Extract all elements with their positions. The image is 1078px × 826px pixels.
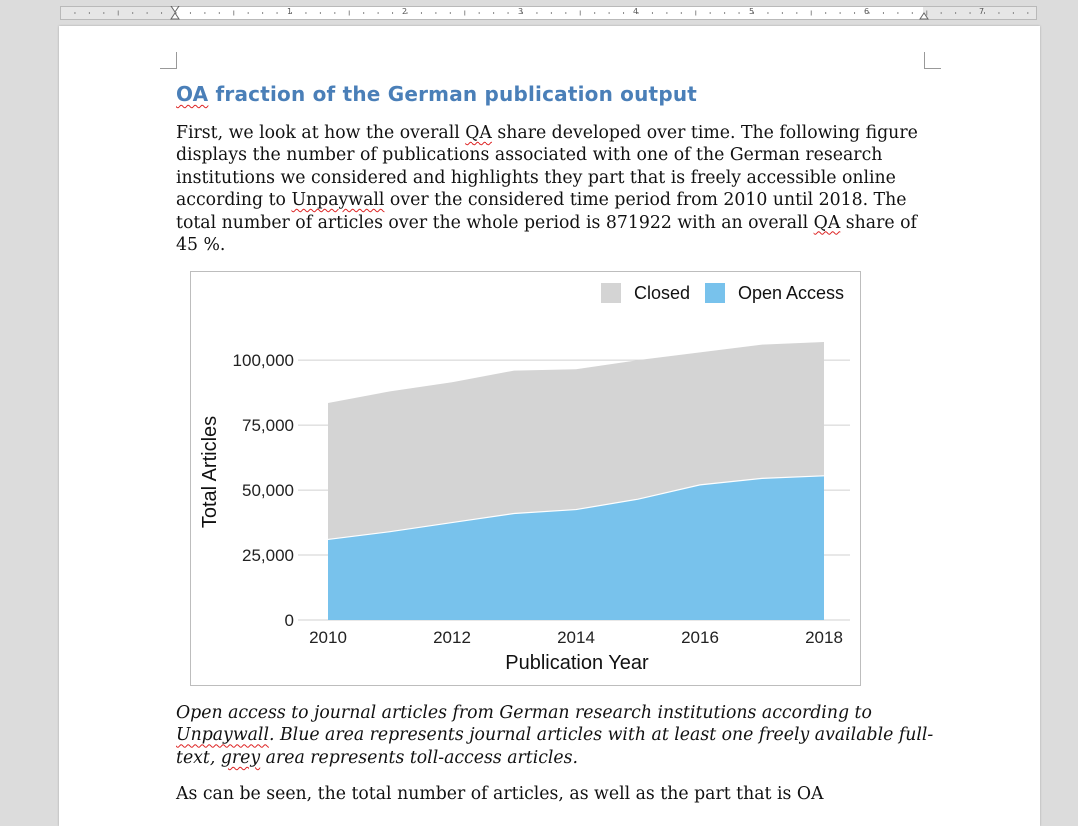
spellcheck-word[interactable]: QA: [813, 212, 841, 233]
y-axis-label: Total Articles: [199, 416, 221, 528]
area-chart: 0 25,000 50,000 75,000 100,000 2010 2012 2014 2…: [199, 283, 850, 674]
ruler-track[interactable]: 1 2 3 4 5 6 7: [60, 6, 1037, 20]
paragraph-text: First, we look at how the overall: [176, 123, 466, 143]
ruler-number: 5: [749, 7, 755, 16]
legend-label-closed: Closed: [634, 283, 690, 303]
horizontal-ruler[interactable]: 1 2 3 4 5 6 7: [0, 0, 1078, 26]
spellcheck-word[interactable]: QA: [465, 123, 492, 143]
ruler-number: 4: [633, 7, 639, 16]
y-tick-label: 50,000: [242, 481, 294, 500]
x-axis-label: Publication Year: [505, 652, 649, 674]
legend-swatch-open-access: [705, 283, 725, 303]
document-page[interactable]: OA fraction of the German publication ou…: [59, 26, 1040, 826]
y-tick-label: 75,000: [242, 416, 294, 435]
ruler-number: 6: [864, 7, 870, 16]
chart-legend: Closed Open Access: [601, 283, 844, 303]
paragraph-text: share developed over time. The following…: [176, 123, 918, 211]
ruler-right-margin: [923, 7, 1036, 19]
legend-swatch-closed: [601, 283, 621, 303]
caption-text: Open access to journal articles from Ger…: [176, 703, 872, 723]
spellcheck-word[interactable]: Unpaywall: [176, 725, 269, 746]
section-heading[interactable]: OA fraction of the German publication ou…: [176, 82, 697, 106]
y-tick-label: 0: [285, 611, 294, 630]
chart-figure[interactable]: 0 25,000 50,000 75,000 100,000 2010 2012 2014 2…: [190, 271, 861, 686]
heading-text: fraction of the German publication outpu…: [208, 82, 698, 106]
caption-text: . Blue area represents journal articles …: [176, 725, 934, 768]
x-tick-label: 2010: [309, 628, 347, 647]
right-indent-marker-icon[interactable]: [919, 6, 929, 20]
x-tick-label: 2014: [557, 628, 595, 647]
figure-caption[interactable]: Open access to journal articles from Ger…: [176, 702, 946, 769]
x-tick-label: 2012: [433, 628, 471, 647]
spellcheck-word[interactable]: Unpaywall: [291, 190, 385, 211]
y-tick-label: 100,000: [233, 351, 294, 370]
spellcheck-word[interactable]: grey: [220, 747, 261, 768]
left-indent-marker-icon[interactable]: [170, 6, 180, 20]
ruler-number: 2: [402, 7, 408, 16]
x-tick-label: 2016: [681, 628, 719, 647]
paragraph-text: over the considered time period from 201…: [176, 190, 907, 233]
boundary-line: [327, 475, 825, 541]
y-tick-label: 25,000: [242, 546, 294, 565]
legend-label-open-access: Open Access: [738, 283, 844, 303]
spellcheck-word[interactable]: OA: [176, 82, 209, 106]
paragraph-text: share of 45 %.: [176, 212, 917, 256]
ruler-number: 7: [979, 7, 985, 16]
x-tick-label: 2018: [805, 628, 843, 647]
text-boundary-corner-tl: [160, 52, 177, 69]
ruler-ticks: [74, 10, 1029, 16]
open-access-area: [328, 475, 824, 620]
text-boundary-corner-tr: [924, 52, 941, 69]
body-paragraph-partial[interactable]: As can be seen, the total number of arti…: [176, 784, 824, 804]
ruler-number: 3: [518, 7, 524, 16]
caption-text: area represents toll-access articles.: [260, 747, 579, 768]
body-paragraph[interactable]: First, we look at how the overall QA sha…: [176, 122, 936, 256]
ruler-number: 1: [287, 7, 293, 16]
